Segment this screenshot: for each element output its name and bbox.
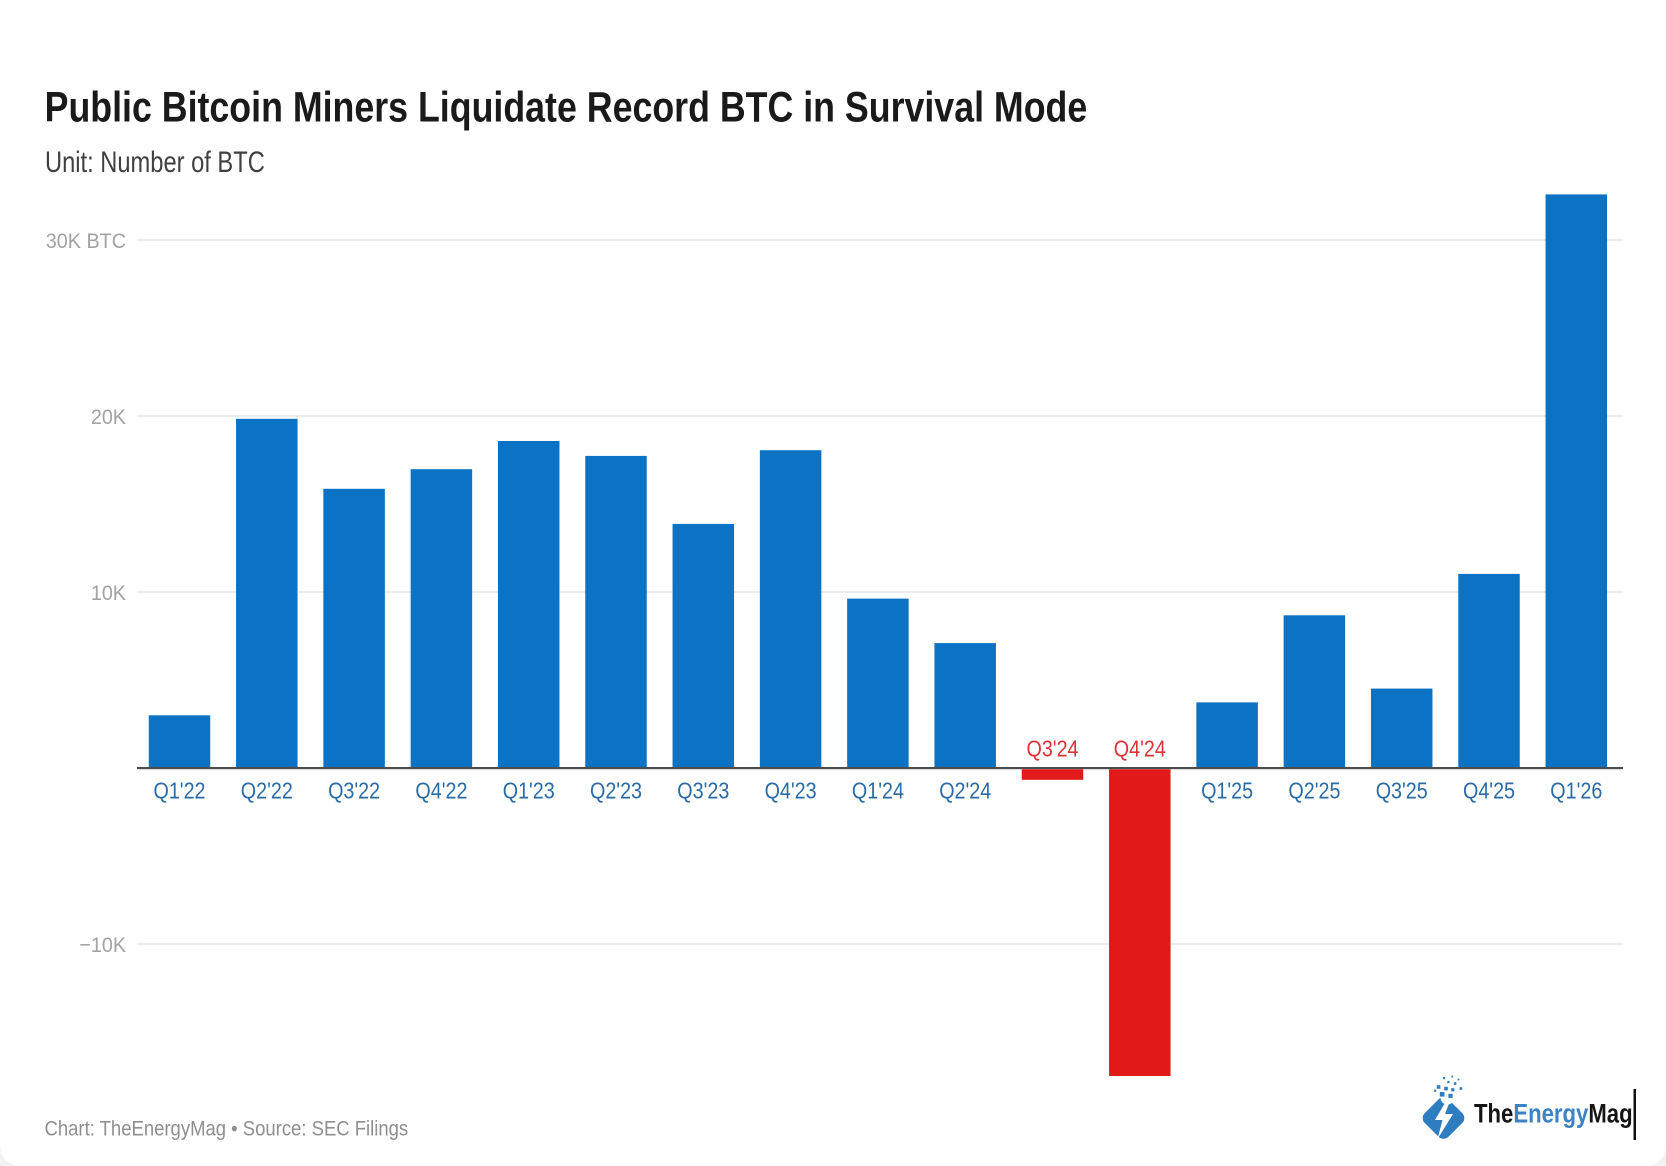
svg-text:Q3'23: Q3'23 xyxy=(677,777,729,804)
svg-text:Q2'23: Q2'23 xyxy=(590,777,642,804)
svg-text:Q1'23: Q1'23 xyxy=(503,777,555,804)
svg-text:Q1'24: Q1'24 xyxy=(852,777,904,804)
svg-text:30K BTC: 30K BTC xyxy=(46,229,126,253)
svg-text:Q4'24: Q4'24 xyxy=(1114,735,1166,762)
svg-text:20K: 20K xyxy=(91,405,126,429)
svg-text:Q4'22: Q4'22 xyxy=(415,777,467,804)
svg-text:10K: 10K xyxy=(91,581,126,605)
svg-text:TheEnergyMag: TheEnergyMag xyxy=(1474,1100,1633,1130)
svg-text:Q4'25: Q4'25 xyxy=(1463,777,1515,804)
svg-text:Unit: Number of BTC: Unit: Number of BTC xyxy=(45,145,265,178)
svg-text:Q2'25: Q2'25 xyxy=(1288,777,1340,804)
svg-text:Q3'22: Q3'22 xyxy=(328,777,380,804)
svg-text:Chart: TheEnergyMag • Source:: Chart: TheEnergyMag • Source: SEC Filing… xyxy=(45,1117,409,1141)
svg-text:−10K: −10K xyxy=(79,933,126,957)
svg-text:Q2'22: Q2'22 xyxy=(241,777,293,804)
svg-text:Q1'22: Q1'22 xyxy=(153,777,205,804)
svg-text:Q3'24: Q3'24 xyxy=(1026,735,1078,762)
svg-text:Q1'26: Q1'26 xyxy=(1550,777,1602,804)
svg-text:Q1'25: Q1'25 xyxy=(1201,777,1253,804)
svg-text:Public Bitcoin Miners Liquidat: Public Bitcoin Miners Liquidate Record B… xyxy=(45,83,1088,131)
svg-text:Q3'25: Q3'25 xyxy=(1376,777,1428,804)
svg-text:Q2'24: Q2'24 xyxy=(939,777,991,804)
svg-text:Q4'23: Q4'23 xyxy=(765,777,817,804)
